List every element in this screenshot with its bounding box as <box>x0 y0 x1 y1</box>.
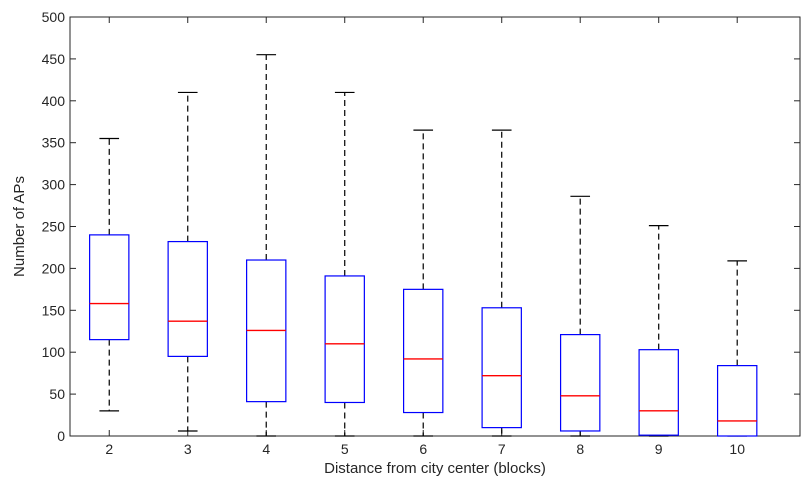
box-7 <box>481 129 522 437</box>
x-axis: 2 3 4 5 6 7 8 9 10 <box>105 17 745 457</box>
y-tick-label: 100 <box>42 344 66 360</box>
x-tick-label: 10 <box>729 441 745 457</box>
y-tick-label: 50 <box>49 386 65 402</box>
y-tick-label: 200 <box>42 260 66 276</box>
y-tick-label: 300 <box>42 177 66 193</box>
x-tick-label: 6 <box>419 441 427 457</box>
x-tick-label: 9 <box>655 441 663 457</box>
iqr-box <box>167 240 208 357</box>
y-tick-label: 250 <box>42 219 66 235</box>
y-tick-label: 150 <box>42 302 66 318</box>
x-tick-label: 7 <box>498 441 506 457</box>
iqr-box <box>638 349 679 436</box>
x-tick-label: 3 <box>184 441 192 457</box>
box-3 <box>167 91 208 432</box>
y-axis-label: Number of APs <box>11 176 28 277</box>
y-tick-label: 0 <box>57 428 65 444</box>
y-tick-label: 400 <box>42 93 66 109</box>
box-6 <box>403 129 444 437</box>
box-10 <box>716 260 758 437</box>
y-tick-label: 350 <box>42 135 66 151</box>
iqr-box <box>89 234 130 341</box>
iqr-box <box>403 288 444 414</box>
box-8 <box>559 195 601 437</box>
x-axis-label: Distance from city center (blocks) <box>324 460 546 477</box>
x-tick-label: 5 <box>341 441 349 457</box>
iqr-box <box>324 275 365 404</box>
box-5 <box>324 91 365 437</box>
box-9 <box>638 225 679 437</box>
x-tick-label: 2 <box>105 441 113 457</box>
x-tick-label: 4 <box>262 441 270 457</box>
iqr-box <box>716 365 758 437</box>
boxes <box>89 54 758 437</box>
y-tick-label: 450 <box>42 51 66 67</box>
iqr-box <box>481 307 522 429</box>
box-4 <box>246 54 287 437</box>
box-2 <box>89 137 130 412</box>
iqr-box <box>559 334 601 432</box>
y-axis: 0 50 100 150 200 250 300 350 400 450 500 <box>42 9 800 444</box>
x-tick-label: 8 <box>576 441 584 457</box>
y-tick-label: 500 <box>42 9 66 25</box>
